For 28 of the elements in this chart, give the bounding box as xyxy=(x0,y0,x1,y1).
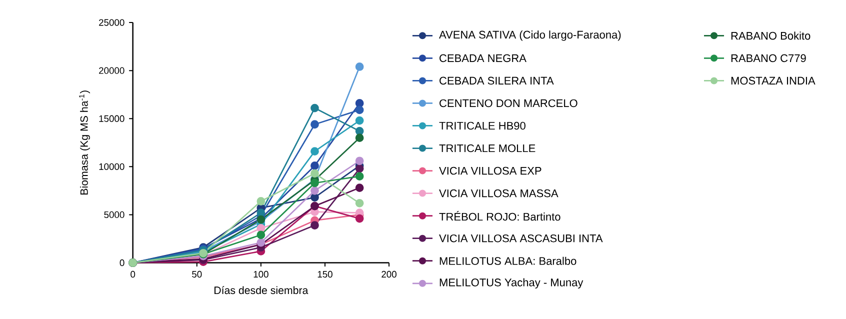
x-axis-title: Días desde siembra xyxy=(214,286,308,294)
y-tick-label: 5000 xyxy=(104,211,124,218)
legend-label: MOSTAZA INDIA xyxy=(731,76,816,85)
y-tick-label: 20000 xyxy=(99,67,124,74)
x-tick-label: 200 xyxy=(382,270,396,278)
legend-label: TRÉBOL ROJO: Bartinto xyxy=(439,210,560,221)
legend-label: MELILOTUS Yachay - Munay xyxy=(440,278,584,288)
legend-label: TRITICALE HB90 xyxy=(439,122,526,130)
legend-label: VICIA VILLOSA ASCASUBI INTA xyxy=(439,234,603,242)
y-tick-label: 25000 xyxy=(99,19,124,26)
legend-label: CEBADA SILERA INTA xyxy=(440,76,554,85)
legend-label: VICIA VILLOSA EXP xyxy=(439,166,542,175)
legend-label: RABANO C779 xyxy=(731,54,806,62)
legend-label: VICIA VILLOSA MASSA xyxy=(439,189,558,198)
x-tick-label: 100 xyxy=(254,270,268,278)
legend-label: AVENA SATIVA (Cido largo-Faraona) xyxy=(439,30,621,41)
legend-label: CEBADA NEGRA xyxy=(440,54,526,62)
y-tick-label: 15000 xyxy=(99,115,124,122)
legend-label: CENTENO DON MARCELO xyxy=(440,99,578,108)
legend-label: RABANO Bokito xyxy=(731,32,810,40)
y-tick-label: 0 xyxy=(120,259,124,266)
legend-label: MELILOTUS ALBA: Baralbo xyxy=(440,256,576,265)
x-tick-label: 50 xyxy=(192,270,202,278)
x-tick-label: 150 xyxy=(318,270,332,278)
x-tick-label: 0 xyxy=(130,270,136,278)
y-tick-label: 10000 xyxy=(99,163,124,170)
legend-label: TRITICALE MOLLE xyxy=(439,144,536,152)
y-axis-title: Biomasa (Kg MS ha$^{-1}$) xyxy=(79,90,90,194)
